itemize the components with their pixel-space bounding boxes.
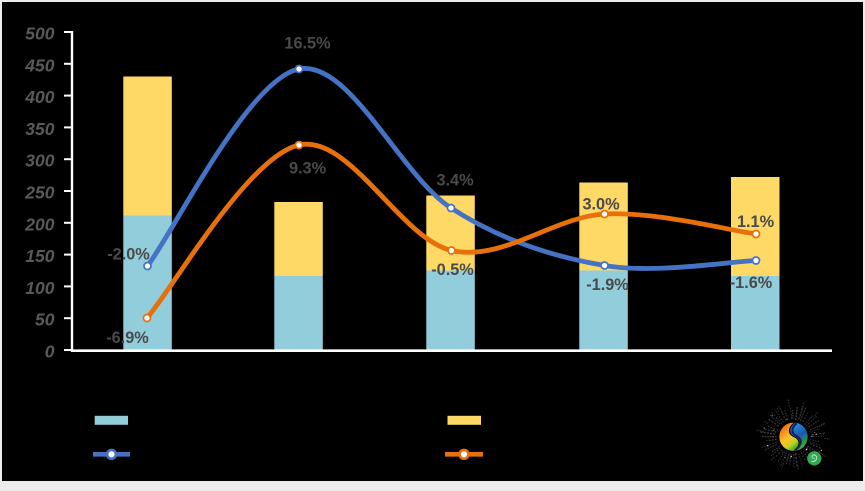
svg-text:450: 450 (24, 55, 54, 75)
svg-text:300: 300 (25, 151, 54, 171)
svg-text:-0.5%: -0.5% (431, 261, 474, 279)
svg-text:50: 50 (35, 310, 55, 330)
svg-text:0: 0 (45, 342, 55, 362)
svg-text:100: 100 (25, 278, 54, 298)
svg-text:-1.6%: -1.6% (730, 274, 773, 292)
svg-text:16.5%: 16.5% (284, 35, 331, 53)
svg-text:150: 150 (25, 246, 54, 266)
svg-text:3.0%: 3.0% (582, 196, 620, 214)
svg-text:350: 350 (25, 119, 54, 139)
svg-text:-2.0%: -2.0% (107, 246, 150, 264)
svg-text:1.1%: 1.1% (737, 213, 775, 231)
svg-text:200: 200 (24, 214, 54, 234)
svg-text:-1.9%: -1.9% (586, 276, 629, 294)
svg-text:-6.9%: -6.9% (106, 329, 149, 347)
svg-text:3.4%: 3.4% (436, 172, 474, 190)
svg-text:9.3%: 9.3% (289, 160, 327, 178)
svg-text:400: 400 (24, 87, 54, 107)
svg-text:250: 250 (24, 183, 54, 203)
svg-text:500: 500 (25, 24, 54, 44)
